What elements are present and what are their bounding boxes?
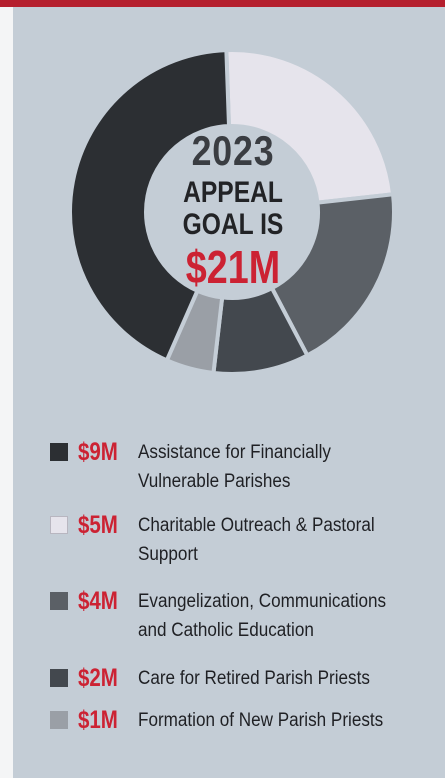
top-accent-bar: [0, 0, 445, 7]
legend-line: Formation of New Parish Priests: [138, 710, 384, 731]
legend-description: Assistance for Financially Vulnerable Pa…: [138, 438, 399, 496]
legend-swatch: [50, 516, 68, 534]
legend-item-5m: $5M Charitable Outreach & Pastoral Suppo…: [50, 511, 440, 569]
legend-line: Charitable Outreach & Pastoral: [138, 515, 375, 536]
donut-hole: [148, 128, 316, 296]
legend-line: and Catholic Education: [138, 620, 314, 641]
legend-swatch: [50, 711, 68, 729]
donut-slice-5m: [224, 48, 396, 205]
legend-item-9m: $9M Assistance for Financially Vulnerabl…: [50, 438, 440, 496]
legend-description: Charitable Outreach & Pastoral Support: [138, 511, 399, 569]
legend-swatch: [50, 443, 68, 461]
center-label: 2023 APPEAL GOAL IS $21M: [148, 127, 318, 293]
center-goal-is: GOAL IS: [182, 208, 284, 241]
donut-slice-4m: [269, 192, 396, 359]
legend-line: Vulnerable Parishes: [138, 471, 291, 492]
legend-line: Support: [138, 544, 198, 565]
legend-swatch: [50, 669, 68, 687]
legend-line: Assistance for Financially: [138, 442, 331, 463]
donut-chart: [68, 48, 396, 374]
legend-description: Care for Retired Parish Priests: [138, 664, 399, 693]
center-year: 2023: [191, 127, 275, 174]
center-appeal: APPEAL: [183, 176, 283, 209]
legend-amount: $4M: [78, 587, 118, 615]
legend-item-2m: $2M Care for Retired Parish Priests: [50, 664, 440, 693]
legend-line: Care for Retired Parish Priests: [138, 668, 370, 689]
donut-slice-9m: [68, 48, 232, 363]
legend-swatch: [50, 592, 68, 610]
legend-amount: $2M: [78, 664, 118, 692]
legend-amount: $5M: [78, 511, 118, 539]
legend-description: Formation of New Parish Priests: [138, 706, 399, 735]
legend-item-4m: $4M Evangelization, Communications and C…: [50, 587, 440, 645]
legend-amount: $9M: [78, 438, 118, 466]
legend-amount: $1M: [78, 706, 118, 734]
legend-line: Evangelization, Communications: [138, 591, 387, 612]
center-goal-amount: $21M: [185, 241, 281, 293]
legend-item-1m: $1M Formation of New Parish Priests: [50, 706, 440, 735]
legend-description: Evangelization, Communications and Catho…: [138, 587, 399, 645]
